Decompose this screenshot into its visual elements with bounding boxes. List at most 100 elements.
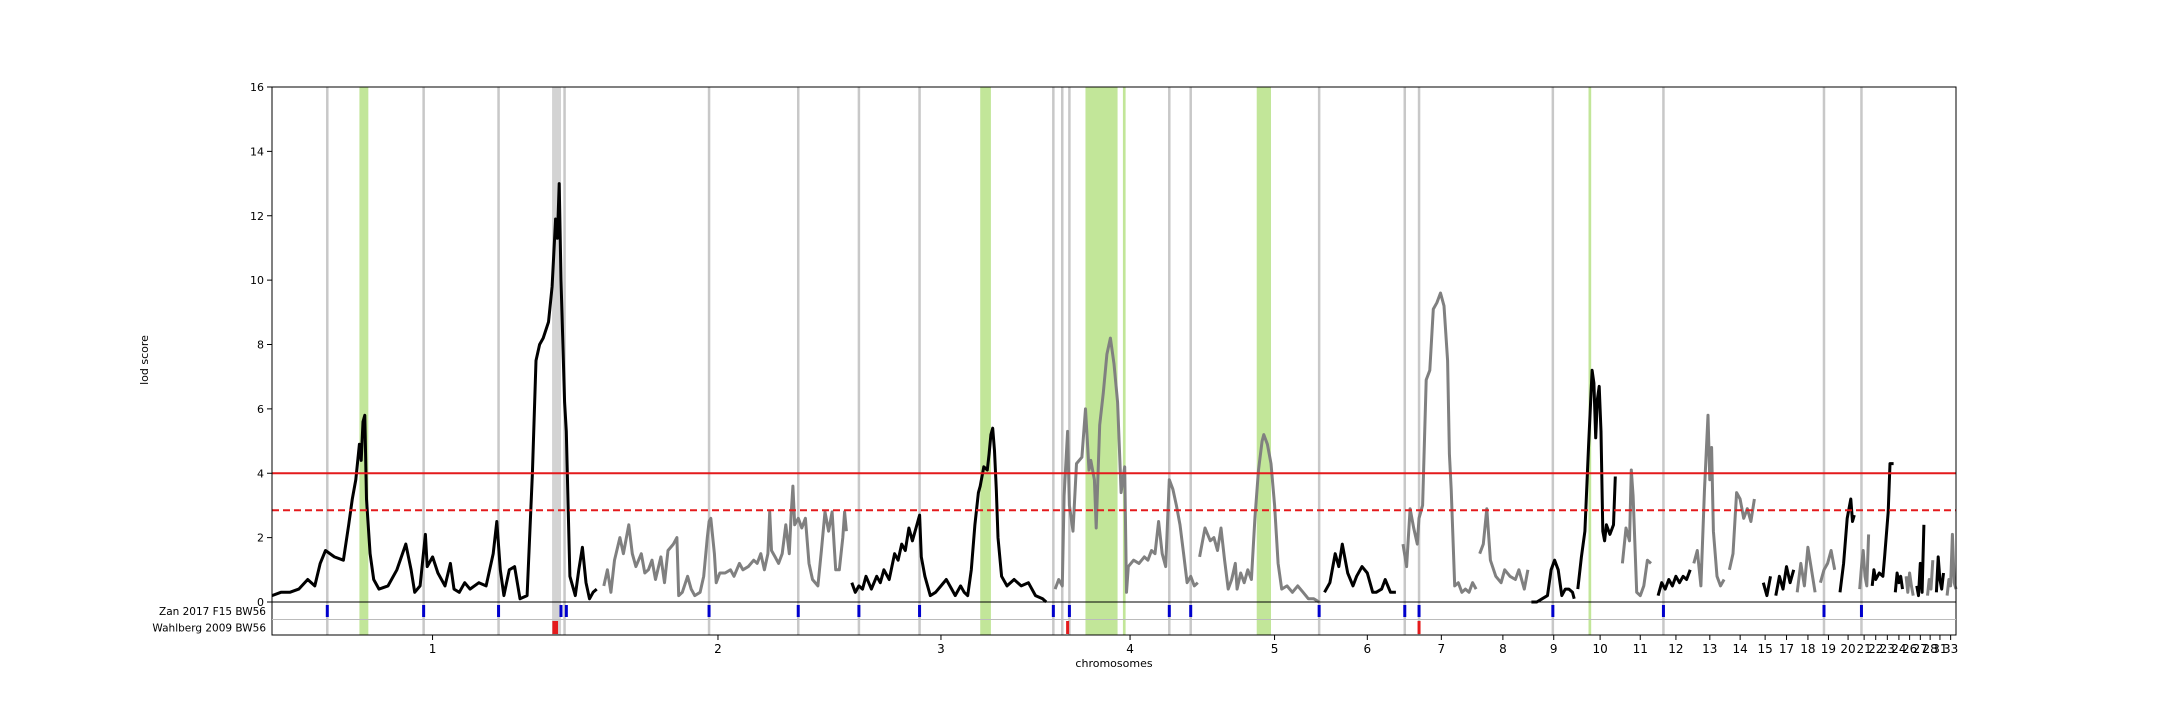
- highlight-region: [1588, 87, 1592, 635]
- track-frame: [271, 601, 1957, 636]
- track-marker: [707, 605, 711, 617]
- highlight-region: [552, 87, 561, 635]
- x-tick-label: 28: [1922, 642, 1937, 656]
- x-tick-label: 2: [714, 642, 722, 656]
- track-marker: [1417, 605, 1421, 617]
- track-marker: [1417, 621, 1421, 634]
- lod-curve: [1478, 507, 1530, 591]
- x-tick-label: 23: [1880, 642, 1895, 656]
- track-marker: [796, 605, 800, 617]
- track-marker: [1551, 605, 1555, 617]
- track-marker: [857, 605, 861, 617]
- track-label: Wahlberg 2009 BW56: [152, 623, 266, 635]
- track-marker: [555, 621, 559, 634]
- track-label: Zan 2017 F15 BW56: [159, 606, 266, 618]
- background-layer: [326, 87, 1863, 635]
- y-tick-label: 10: [250, 274, 264, 287]
- highlight-region: [1256, 87, 1271, 635]
- lod-curve: [1656, 569, 1692, 597]
- x-tick-label: 20: [1840, 642, 1855, 656]
- track-marker: [559, 605, 563, 617]
- x-tick-label: 17: [1779, 642, 1794, 656]
- lod-curve: [1818, 549, 1837, 584]
- track-marker: [1403, 605, 1407, 617]
- lod-curve: [850, 426, 1048, 604]
- track-layer: Zan 2017 F15 BW56 Wahlberg 2009 BW56: [152, 605, 1863, 635]
- lod-curve: [1531, 558, 1576, 604]
- track-marker: [1167, 605, 1171, 617]
- x-tick-label: 7: [1438, 642, 1446, 656]
- y-axis-label: lod score: [138, 335, 151, 385]
- x-tick-label: 31: [1932, 642, 1947, 656]
- lod-curve: [271, 182, 598, 601]
- track-marker: [497, 605, 501, 617]
- y-tick-label: 14: [250, 145, 264, 158]
- lod-curve: [1795, 545, 1817, 593]
- highlight-region: [359, 87, 369, 635]
- lod-curve: [1053, 336, 1199, 594]
- lod-curve: [1774, 565, 1796, 596]
- lod-curve: [1401, 291, 1478, 594]
- track-marker: [1066, 621, 1070, 634]
- x-tick-label: 26: [1902, 642, 1917, 656]
- lod-curve: [1692, 413, 1726, 588]
- lod-curve: [602, 484, 848, 598]
- track-marker: [1661, 605, 1665, 617]
- x-tick-label: 6: [1363, 642, 1371, 656]
- track-marker: [1189, 605, 1193, 617]
- x-tick-label: 27: [1913, 642, 1928, 656]
- lod-curve: [1198, 433, 1320, 604]
- y-tick-label: 8: [257, 339, 264, 352]
- lod-curve: [1858, 534, 1871, 590]
- lod-curve: [1620, 468, 1652, 598]
- y-tick-label: 12: [250, 210, 264, 223]
- x-tick-label: 1: [429, 642, 437, 656]
- lod-curve: [1904, 571, 1915, 596]
- x-tick-label: 22: [1868, 642, 1883, 656]
- y-tick-label: 2: [257, 532, 264, 545]
- lod-curve: [1576, 368, 1617, 590]
- y-tick-label: 4: [257, 467, 264, 480]
- lod-curve: [1727, 491, 1756, 571]
- x-tick-label: 10: [1592, 642, 1607, 656]
- x-tick-label: 5: [1271, 642, 1279, 656]
- track-marker: [1067, 605, 1071, 617]
- y-tick-label: 0: [257, 596, 264, 609]
- x-tick-label: 18: [1800, 642, 1815, 656]
- x-tick-label: 24: [1891, 642, 1906, 656]
- lod-curve: [1870, 462, 1894, 587]
- y-tick-label: 6: [257, 403, 264, 416]
- lod-curve: [1761, 576, 1772, 598]
- track-marker: [325, 605, 329, 617]
- x-tick-label: 14: [1733, 642, 1748, 656]
- x-tick-label: 13: [1702, 642, 1717, 656]
- track-marker: [1317, 605, 1321, 617]
- highlight-region: [980, 87, 991, 635]
- lod-curve: [1934, 555, 1945, 593]
- lod-curve: [1926, 560, 1935, 596]
- track-marker: [552, 621, 556, 634]
- highlight-region: [1122, 87, 1126, 635]
- track-marker: [918, 605, 922, 617]
- x-tick-label: 9: [1550, 642, 1558, 656]
- threshold-layer: [272, 472, 1956, 512]
- x-axis-label: chromosomes: [1075, 657, 1152, 670]
- lod-curve: [1323, 542, 1396, 594]
- x-tick-label: 12: [1668, 642, 1683, 656]
- x-tick-label: 3: [937, 642, 945, 656]
- track-marker: [564, 605, 568, 617]
- track-marker: [1859, 605, 1863, 617]
- x-tick-label: 33: [1943, 642, 1958, 656]
- y-tick-label: 16: [250, 81, 264, 94]
- x-tick-label: 19: [1821, 642, 1836, 656]
- x-tick-label: 21: [1856, 642, 1871, 656]
- lod-curve: [1945, 532, 1958, 596]
- track-marker: [1822, 605, 1826, 617]
- x-tick-label: 15: [1757, 642, 1772, 656]
- track-marker: [1051, 605, 1055, 617]
- lod-curve: [1838, 497, 1856, 593]
- lod-curve: [1893, 571, 1904, 593]
- curve-layer: [271, 182, 1958, 604]
